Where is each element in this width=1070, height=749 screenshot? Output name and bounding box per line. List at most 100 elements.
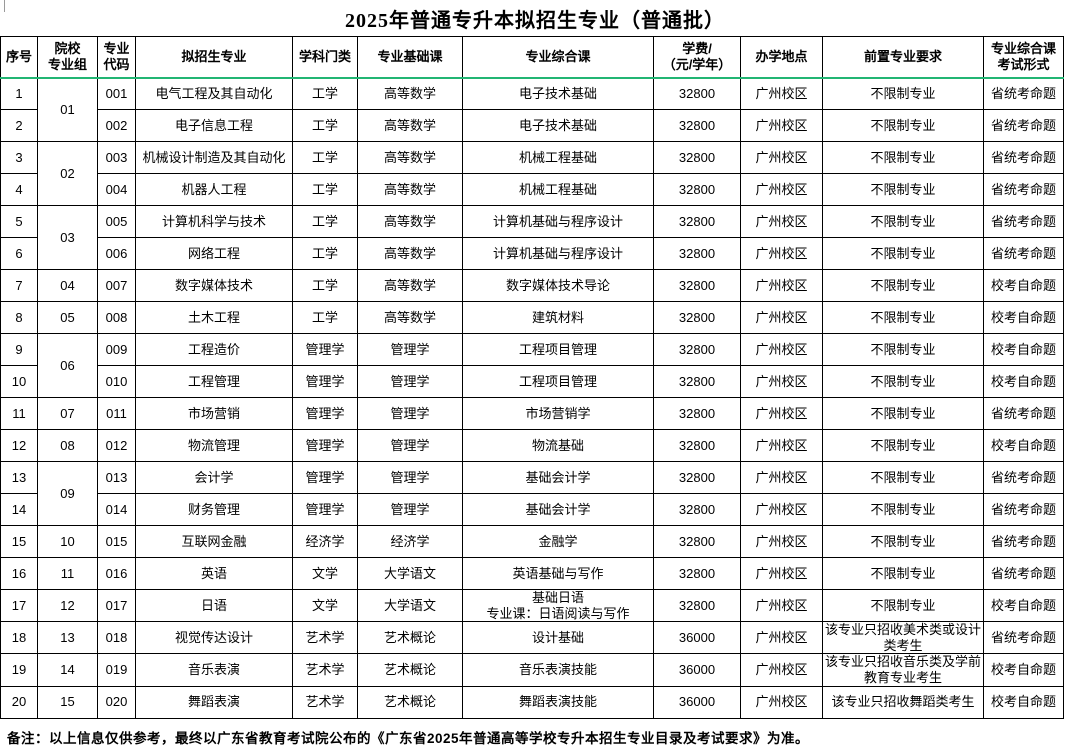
cell-group: 10 bbox=[37, 525, 98, 558]
table-row: 12 08 012 物流管理 管理学 管理学 物流基础 32800 广州校区 不限制专业 校考自命题 bbox=[0, 429, 1064, 462]
cell-location: 广州校区 bbox=[740, 173, 823, 206]
cell-basic-course: 高等数学 bbox=[357, 269, 463, 302]
cell-group: 11 bbox=[37, 557, 98, 590]
cell-seq: 20 bbox=[0, 685, 38, 719]
cell-location: 广州校区 bbox=[740, 621, 823, 655]
cell-code: 009 bbox=[97, 333, 136, 366]
cell-code: 016 bbox=[97, 557, 136, 590]
cell-group: 06 bbox=[37, 333, 98, 398]
cell-group: 09 bbox=[37, 461, 98, 526]
cell-code: 001 bbox=[97, 77, 136, 110]
table-row: 15 10 015 互联网金融 经济学 经济学 金融学 32800 广州校区 不限制专业 省统考命题 bbox=[0, 525, 1064, 558]
cell-location: 广州校区 bbox=[740, 301, 823, 334]
cell-major: 机械设计制造及其自动化 bbox=[135, 141, 293, 174]
cell-seq: 12 bbox=[0, 429, 38, 462]
cell-basic-course: 高等数学 bbox=[357, 141, 463, 174]
cell-location: 广州校区 bbox=[740, 461, 823, 494]
cell-prerequisite: 不限制专业 bbox=[822, 205, 984, 238]
cell-seq: 18 bbox=[0, 621, 38, 655]
cell-seq: 13 bbox=[0, 461, 38, 494]
cell-code: 011 bbox=[97, 397, 136, 430]
cell-fee: 36000 bbox=[653, 653, 741, 687]
cell-prerequisite: 不限制专业 bbox=[822, 269, 984, 302]
cell-code: 017 bbox=[97, 588, 136, 623]
cell-code: 006 bbox=[97, 237, 136, 270]
cell-group: 08 bbox=[37, 429, 98, 462]
cell-fee: 32800 bbox=[653, 461, 741, 494]
cell-category: 管理学 bbox=[292, 429, 358, 462]
cell-comprehensive-course: 工程项目管理 bbox=[462, 333, 654, 366]
cell-comprehensive-course: 机械工程基础 bbox=[462, 141, 654, 174]
cell-comprehensive-course: 市场营销学 bbox=[462, 397, 654, 430]
cell-basic-course: 管理学 bbox=[357, 493, 463, 526]
cell-category: 工学 bbox=[292, 173, 358, 206]
cell-fee: 36000 bbox=[653, 685, 741, 719]
cell-code: 014 bbox=[97, 493, 136, 526]
cell-fee: 32800 bbox=[653, 269, 741, 302]
cell-location: 广州校区 bbox=[740, 365, 823, 398]
cell-seq: 5 bbox=[0, 205, 38, 238]
cell-fee: 32800 bbox=[653, 77, 741, 110]
cell-seq: 1 bbox=[0, 77, 38, 110]
cell-group: 14 bbox=[37, 653, 98, 687]
cell-exam-mode: 省统考命题 bbox=[983, 205, 1064, 238]
header-cell: 前置专业要求 bbox=[822, 36, 984, 79]
cell-location: 广州校区 bbox=[740, 109, 823, 142]
cell-comprehensive-course: 英语基础与写作 bbox=[462, 557, 654, 590]
cell-comprehensive-course: 音乐表演技能 bbox=[462, 653, 654, 687]
cell-basic-course: 大学语文 bbox=[357, 588, 463, 623]
cell-location: 广州校区 bbox=[740, 429, 823, 462]
header-cell: 专业综合课 bbox=[462, 36, 654, 79]
cell-fee: 32800 bbox=[653, 141, 741, 174]
cell-location: 广州校区 bbox=[740, 493, 823, 526]
cell-seq: 4 bbox=[0, 173, 38, 206]
cell-comprehensive-course: 基础会计学 bbox=[462, 461, 654, 494]
cell-code: 005 bbox=[97, 205, 136, 238]
cell-code: 013 bbox=[97, 461, 136, 494]
cell-group: 02 bbox=[37, 141, 98, 206]
cell-major: 财务管理 bbox=[135, 493, 293, 526]
cell-location: 广州校区 bbox=[740, 653, 823, 687]
cell-fee: 32800 bbox=[653, 557, 741, 590]
cell-prerequisite: 不限制专业 bbox=[822, 77, 984, 110]
cell-prerequisite: 不限制专业 bbox=[822, 588, 984, 623]
cell-basic-course: 管理学 bbox=[357, 461, 463, 494]
cell-fee: 32800 bbox=[653, 397, 741, 430]
cell-exam-mode: 省统考命题 bbox=[983, 493, 1064, 526]
cell-category: 工学 bbox=[292, 205, 358, 238]
cell-code: 018 bbox=[97, 621, 136, 655]
cell-group: 13 bbox=[37, 621, 98, 655]
cell-major: 音乐表演 bbox=[135, 653, 293, 687]
cell-major: 数字媒体技术 bbox=[135, 269, 293, 302]
cell-code: 004 bbox=[97, 173, 136, 206]
cell-seq: 7 bbox=[0, 269, 38, 302]
cell-code: 010 bbox=[97, 365, 136, 398]
header-cell: 专业 代码 bbox=[97, 36, 136, 79]
cell-location: 广州校区 bbox=[740, 557, 823, 590]
cell-exam-mode: 校考自命题 bbox=[983, 269, 1064, 302]
table-row: 10 010 工程管理 管理学 管理学 工程项目管理 32800 广州校区 不限制专业 校考自命题 bbox=[0, 365, 1064, 398]
cell-major: 工程管理 bbox=[135, 365, 293, 398]
header-cell: 专业基础课 bbox=[357, 36, 463, 79]
cell-exam-mode: 校考自命题 bbox=[983, 685, 1064, 719]
cell-fee: 32800 bbox=[653, 429, 741, 462]
cell-exam-mode: 省统考命题 bbox=[983, 461, 1064, 494]
cell-category: 工学 bbox=[292, 109, 358, 142]
cell-basic-course: 管理学 bbox=[357, 429, 463, 462]
cell-location: 广州校区 bbox=[740, 269, 823, 302]
cell-basic-course: 高等数学 bbox=[357, 109, 463, 142]
cell-prerequisite: 不限制专业 bbox=[822, 429, 984, 462]
cell-basic-course: 高等数学 bbox=[357, 301, 463, 334]
cell-seq: 17 bbox=[0, 588, 38, 623]
cell-seq: 3 bbox=[0, 141, 38, 174]
cell-major: 市场营销 bbox=[135, 397, 293, 430]
cell-comprehensive-course: 基础会计学 bbox=[462, 493, 654, 526]
table-row: 2 002 电子信息工程 工学 高等数学 电子技术基础 32800 广州校区 不限制专业 省统考命… bbox=[0, 109, 1064, 142]
cell-comprehensive-course: 金融学 bbox=[462, 525, 654, 558]
cell-seq: 11 bbox=[0, 397, 38, 430]
cell-location: 广州校区 bbox=[740, 77, 823, 110]
cell-fee: 32800 bbox=[653, 301, 741, 334]
cell-fee: 32800 bbox=[653, 365, 741, 398]
cell-fee: 32800 bbox=[653, 588, 741, 623]
cell-major: 计算机科学与技术 bbox=[135, 205, 293, 238]
